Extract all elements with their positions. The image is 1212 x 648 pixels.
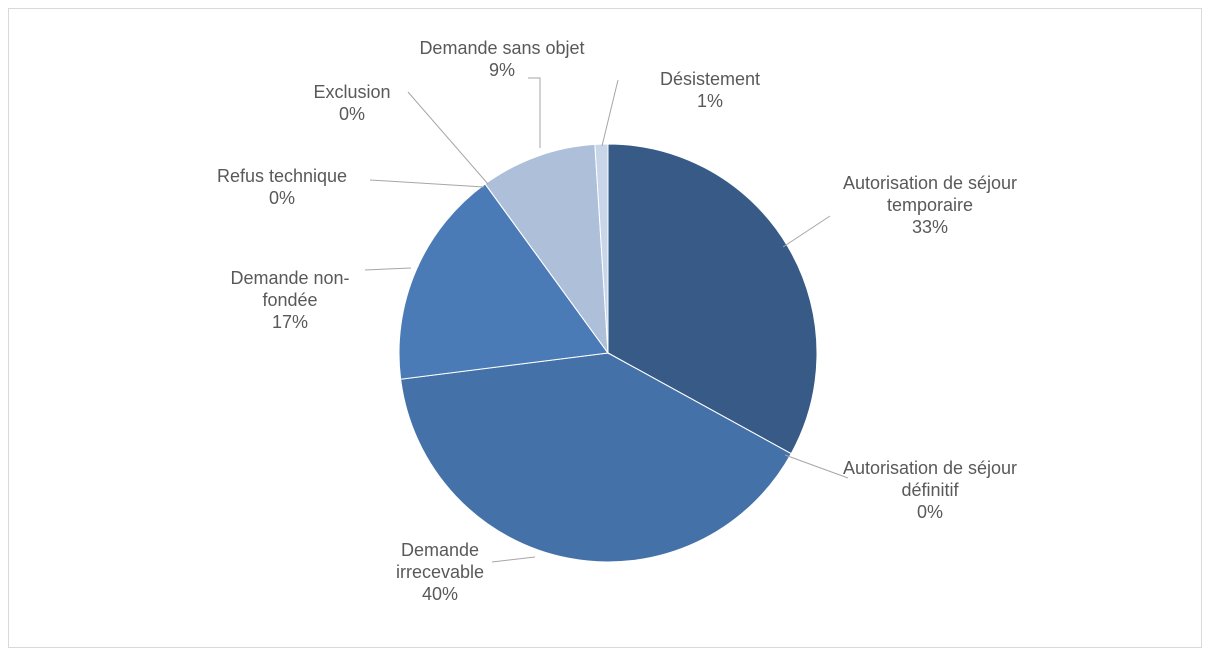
category-label: Demande non-fondée <box>230 268 350 310</box>
pie-slice <box>607 143 818 455</box>
pie-slice <box>398 183 609 380</box>
data-label: Autorisation de séjour temporaire 33% <box>830 172 1030 238</box>
data-label: Demande sans objet 9% <box>382 37 622 81</box>
data-label: Autorisation de séjour définitif 0% <box>835 457 1025 523</box>
category-label: Autorisation de séjour temporaire <box>842 173 1018 215</box>
data-label: Désistement 1% <box>635 68 785 112</box>
data-label: Exclusion 0% <box>292 81 412 125</box>
value-label: 0% <box>338 104 365 124</box>
leader-line <box>364 267 412 271</box>
value-label: 33% <box>911 217 949 237</box>
category-label: Désistement <box>659 69 761 89</box>
value-label: 0% <box>268 188 295 208</box>
value-label: 0% <box>916 502 943 522</box>
value-label: 1% <box>696 91 723 111</box>
data-label: Demande non-fondée 17% <box>215 267 365 333</box>
leader-line <box>784 454 849 479</box>
value-label: 9% <box>488 60 515 80</box>
category-label: Demande sans objet <box>419 38 585 58</box>
leader-line <box>528 77 541 148</box>
leader-line <box>491 556 536 563</box>
pie-slice <box>484 143 609 355</box>
category-label: Autorisation de séjour définitif <box>842 458 1018 500</box>
category-label: Refus technique <box>216 166 348 186</box>
value-label: 17% <box>271 312 309 332</box>
leader-line <box>601 79 619 147</box>
leader-line <box>407 91 489 185</box>
data-label: Refus technique 0% <box>187 165 377 209</box>
pie-slice <box>400 352 792 563</box>
category-label: Exclusion <box>313 82 391 102</box>
category-label: Demande irrecevable <box>395 540 485 582</box>
leader-line <box>782 215 831 248</box>
pie-slice <box>594 143 609 354</box>
data-label: Demande irrecevable 40% <box>375 539 505 605</box>
value-label: 40% <box>421 584 459 604</box>
leader-line <box>369 179 485 188</box>
